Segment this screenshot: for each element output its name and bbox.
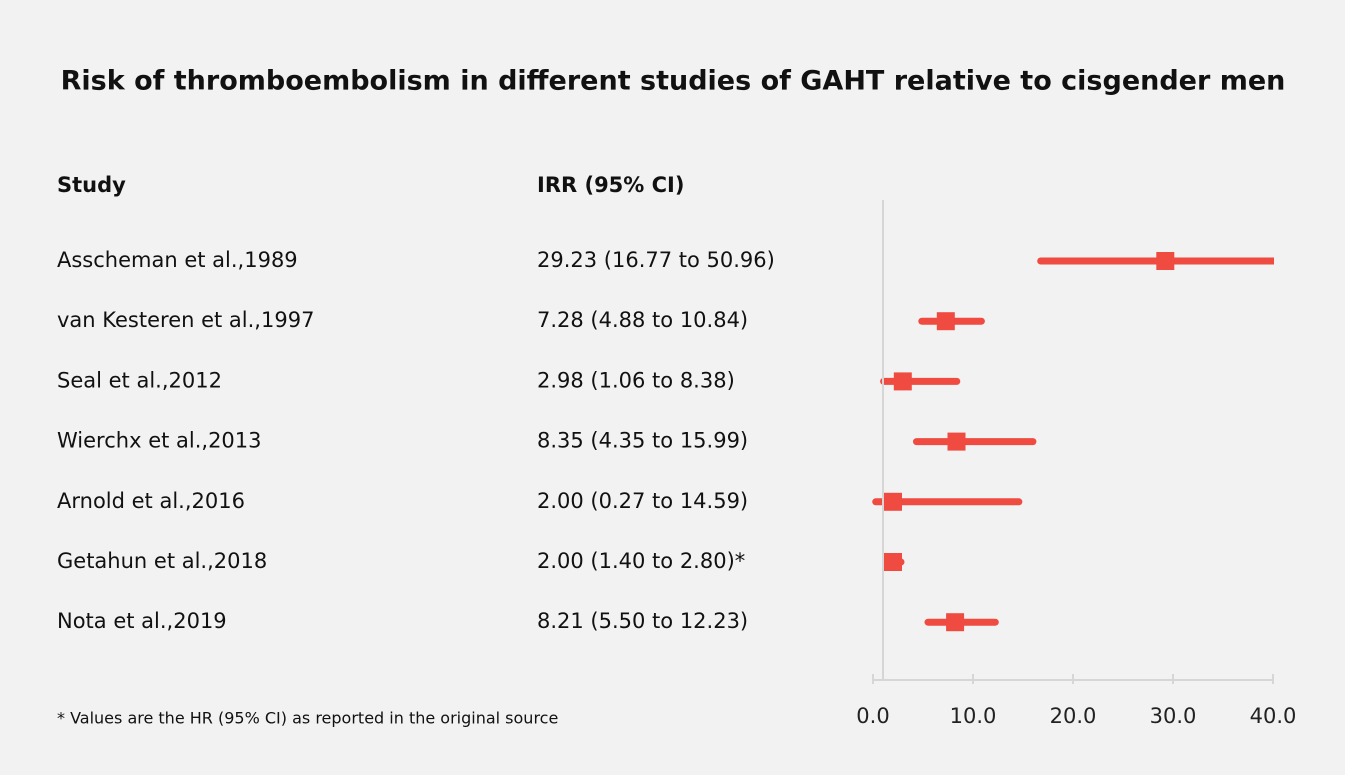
study-label: van Kesteren et al.,1997: [57, 308, 314, 332]
point-estimate: [884, 553, 902, 571]
chart-title: Risk of thromboembolism in different stu…: [61, 66, 1286, 97]
plot-area: [872, 252, 1274, 632]
study-label: Asscheman et al.,1989: [57, 248, 298, 272]
estimate-label: 8.21 (5.50 to 12.23): [537, 609, 748, 633]
study-label: Arnold et al.,2016: [57, 489, 245, 513]
estimate-label: 2.98 (1.06 to 8.38): [537, 368, 735, 392]
x-tick-label: 30.0: [1150, 704, 1197, 728]
x-tick-label: 10.0: [950, 704, 997, 728]
study-label: Nota et al.,2019: [57, 609, 227, 633]
study-label: Seal et al.,2012: [57, 368, 222, 392]
study-header: Study: [57, 173, 126, 197]
x-tick-label: 20.0: [1050, 704, 1097, 728]
x-tick-label: 40.0: [1250, 704, 1297, 728]
study-label: Getahun et al.,2018: [57, 549, 267, 573]
estimate-label: 7.28 (4.88 to 10.84): [537, 308, 748, 332]
point-estimate: [893, 372, 912, 391]
x-tick-label: 0.0: [856, 704, 889, 728]
study-label: Wierchx et al.,2013: [57, 429, 262, 453]
point-estimate: [947, 432, 966, 451]
point-estimate: [1156, 252, 1175, 270]
estimate-label: 2.00 (0.27 to 14.59): [537, 489, 748, 513]
estimate-label: 2.00 (1.40 to 2.80)*: [537, 549, 745, 573]
estimate-label: 29.23 (16.77 to 50.96): [537, 248, 775, 272]
footnote: * Values are the HR (95% CI) as reported…: [57, 709, 558, 728]
estimate-header: IRR (95% CI): [537, 173, 684, 197]
point-estimate: [936, 312, 955, 331]
estimate-label: 8.35 (4.35 to 15.99): [537, 429, 748, 453]
point-estimate: [884, 492, 902, 511]
point-estimate: [946, 613, 965, 632]
